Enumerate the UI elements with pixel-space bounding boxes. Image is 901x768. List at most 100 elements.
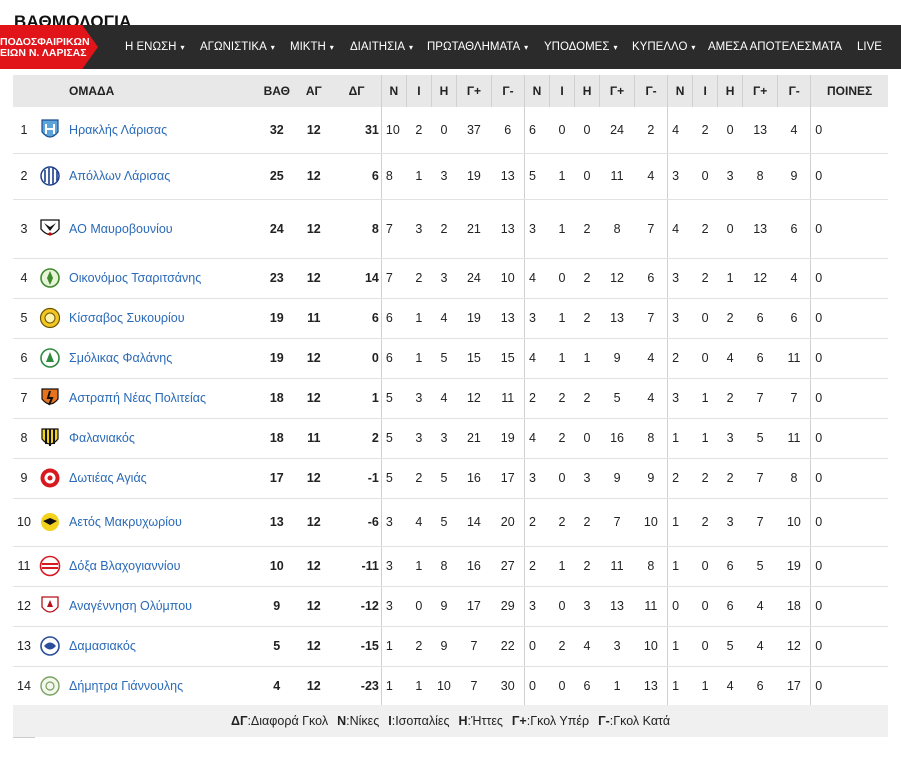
chevron-down-icon: ▾ bbox=[329, 43, 334, 52]
team-link[interactable]: Δωτιέας Αγιάς bbox=[69, 471, 147, 485]
stat-cell-away-losses: 4 bbox=[574, 626, 600, 667]
team-link[interactable]: Δαμασιακός bbox=[69, 639, 136, 653]
table-row[interactable]: 7 Αστραπή Νέας Πολιτείας 18 12 1 5 3 4 12 11 2 2 2 5 4… bbox=[13, 378, 888, 419]
stat-cell-total-goals-against: 6 bbox=[777, 298, 811, 339]
nav-label: ΑΜΕΣΑ ΑΠΟΤΕΛΕΣΜΑΤΑ bbox=[708, 41, 842, 53]
team-link[interactable]: ΑΟ Μαυροβουνίου bbox=[69, 221, 173, 236]
stat-cell-points: 32 bbox=[258, 107, 296, 154]
table-row[interactable]: 1 Ηρακλής Λάρισας 32 12 31 10 2 0 37 6 6 0 0 24 2 4 2 0 13… bbox=[13, 107, 888, 154]
header-total-goals-against[interactable]: Γ- bbox=[777, 75, 811, 107]
nav-item-protathlimata[interactable]: ΠΡΩΤΑΘΛΗΜΑΤΑ ▾ bbox=[427, 25, 528, 69]
nav-item-ypodomes[interactable]: ΥΠΟΔΟΜΕΣ ▾ bbox=[544, 25, 617, 69]
table-row[interactable]: 10 Αετός Μακρυχωρίου 13 12 -6 3 4 5 14 20 2 2 2 7 10 1 2… bbox=[13, 498, 888, 547]
stat-cell-total-goals-for: 7 bbox=[742, 498, 778, 547]
team-link[interactable]: Οικονόμος Τσαριτσάνης bbox=[69, 271, 202, 285]
table-row[interactable]: 11 Δόξα Βλαχογιαννίου 10 12 -11 3 1 8 16 27 2 1 2 11 8… bbox=[13, 546, 888, 587]
nav-item-kypello[interactable]: ΚΥΠΕΛΛΟ ▾ bbox=[632, 25, 695, 69]
stat-cell-home-draws: 1 bbox=[406, 666, 432, 707]
team-link[interactable]: Αναγέννηση Ολύμπου bbox=[69, 599, 192, 613]
stat-cell-goal-diff: -15 bbox=[332, 626, 382, 667]
stat-cell-played: 12 bbox=[295, 258, 333, 299]
stat-cell-away-losses: 0 bbox=[574, 107, 600, 154]
stat-cell-home-wins: 6 bbox=[380, 298, 407, 339]
table-row[interactable]: 3 ΑΟ Μαυροβουνίου 24 12 8 7 3 2 21 13 3 1 2 8 7 4 2 0 13 6 0 bbox=[13, 199, 888, 259]
team-link[interactable]: Δήμητρα Γιάννουλης bbox=[69, 679, 184, 693]
stat-cell-home-draws: 2 bbox=[406, 258, 432, 299]
stat-cell-away-goals-for: 11 bbox=[599, 546, 635, 587]
nav-item-live[interactable]: LIVE bbox=[857, 25, 882, 69]
stat-cell-home-losses: 4 bbox=[431, 298, 457, 339]
stat-cell-home-losses: 5 bbox=[431, 458, 457, 499]
header-away-goals-for[interactable]: Γ+ bbox=[599, 75, 635, 107]
table-row[interactable]: 2 Απόλλων Λάρισας 25 12 6 8 1 3 19 13 5 1 0 11 4 3 0 3 8 9 0 bbox=[13, 153, 888, 200]
team-crest-icon bbox=[35, 666, 66, 707]
stat-cell-home-goals-for: 14 bbox=[456, 498, 492, 547]
stat-cell-penalties: 0 bbox=[810, 258, 888, 299]
stat-cell-away-goals-for: 7 bbox=[599, 498, 635, 547]
nav-item-agonistika[interactable]: ΑΓΩΝΙΣΤΙΚΑ ▾ bbox=[200, 25, 275, 69]
team-link[interactable]: Ηρακλής Λάρισας bbox=[69, 122, 168, 137]
header-away-draws[interactable]: Ι bbox=[548, 75, 575, 107]
header-home-goals-for[interactable]: Γ+ bbox=[455, 75, 492, 107]
header-away-goals-against[interactable]: Γ- bbox=[634, 75, 668, 107]
stat-cell-home-draws: 1 bbox=[406, 153, 432, 200]
stat-cell-points: 9 bbox=[258, 586, 296, 627]
stat-cell-away-draws: 0 bbox=[549, 666, 575, 707]
header-home-draws[interactable]: Ι bbox=[405, 75, 432, 107]
header-total-draws[interactable]: Ι bbox=[692, 75, 718, 107]
federation-logo[interactable]: ΠΟΔΟΣΦΑΙΡΙΚΩΝ ΕΙΩΝ Ν. ΛΑΡΙΣΑΣ bbox=[0, 25, 98, 69]
header-total-goals-for[interactable]: Γ+ bbox=[742, 75, 778, 107]
stat-cell-home-losses: 3 bbox=[431, 418, 457, 459]
stat-cell-penalties: 0 bbox=[810, 546, 888, 587]
table-row[interactable]: 12 Αναγέννηση Ολύμπου 9 12 -12 3 0 9 17 29 3 0 3 13 11… bbox=[13, 586, 888, 627]
stat-cell-home-wins: 5 bbox=[380, 418, 407, 459]
legend-footer: ΔΓ:Διαφορά Γκολ Ν:Νίκες Ι:Ισοπαλίες Η:Ήττες… bbox=[13, 705, 888, 737]
header-points[interactable]: ΒΑΘ bbox=[258, 75, 296, 107]
table-row[interactable]: 4 Οικονόμος Τσαριτσάνης 23 12 14 7 2 3 24 10 4 0 2 12… bbox=[13, 258, 888, 299]
team-link[interactable]: Δόξα Βλαχογιαννίου bbox=[69, 559, 181, 573]
table-row[interactable]: 9 Δωτιέας Αγιάς 17 12 -1 5 2 5 16 17 3 0 3 9 9 2 2 2 7 8 0 bbox=[13, 458, 888, 499]
team-crest-icon bbox=[35, 546, 66, 587]
chevron-down-icon: ▾ bbox=[180, 43, 185, 52]
table-row[interactable]: 13 Δαμασιακός 5 12 -15 1 2 9 7 22 0 2 4 3 10 1 0 5 4 12 0 bbox=[13, 626, 888, 667]
header-away-losses[interactable]: Η bbox=[574, 75, 600, 107]
nav-item-amesa-apotelesmata[interactable]: ΑΜΕΣΑ ΑΠΟΤΕΛΕΣΜΑΤΑ bbox=[708, 25, 842, 69]
stat-cell-home-wins: 1 bbox=[380, 666, 407, 707]
stat-cell-away-draws: 1 bbox=[549, 199, 575, 259]
stat-cell-away-draws: 2 bbox=[549, 378, 575, 419]
legend-text: :Γκολ Υπέρ bbox=[526, 714, 590, 728]
header-total-losses[interactable]: Η bbox=[717, 75, 743, 107]
table-row[interactable]: 5 Κίσσαβος Συκουρίου 19 11 6 6 1 4 19 13 3 1 2 13 7 3 0 2… bbox=[13, 298, 888, 339]
stat-cell-total-goals-for: 13 bbox=[742, 107, 778, 154]
nav-item-mikti[interactable]: ΜΙΚΤΗ ▾ bbox=[290, 25, 334, 69]
header-played[interactable]: ΑΓ bbox=[295, 75, 333, 107]
team-link[interactable]: Σμόλικας Φαλάνης bbox=[69, 351, 173, 365]
header-home-goals-against[interactable]: Γ- bbox=[490, 75, 525, 107]
stat-cell-total-goals-against: 18 bbox=[777, 586, 811, 627]
header-goal-diff[interactable]: ΔΓ bbox=[332, 75, 382, 107]
table-row[interactable]: 14 Δήμητρα Γιάννουλης 4 12 -23 1 1 10 7 30 0 0 6 1 13 1… bbox=[13, 666, 888, 707]
stat-cell-home-losses: 10 bbox=[431, 666, 457, 707]
stat-cell-played: 11 bbox=[295, 298, 333, 339]
team-link[interactable]: Αετός Μακρυχωρίου bbox=[69, 515, 182, 529]
header-total-wins[interactable]: Ν bbox=[667, 75, 693, 107]
table-row[interactable]: 6 Σμόλικας Φαλάνης 19 12 0 6 1 5 15 15 4 1 1 9 4 2 0 4 6 11… bbox=[13, 338, 888, 379]
team-link[interactable]: Κίσσαβος Συκουρίου bbox=[69, 311, 185, 325]
table-row[interactable]: 8 Φαλανιακός 18 11 2 5 3 3 21 19 4 2 0 16 8 1 1 3 5 11 0 bbox=[13, 418, 888, 459]
stat-cell-total-draws: 2 bbox=[692, 498, 718, 547]
header-home-losses[interactable]: Η bbox=[430, 75, 457, 107]
header-team[interactable]: ΟΜΑΔΑ bbox=[65, 75, 259, 107]
header-away-wins[interactable]: Ν bbox=[523, 75, 550, 107]
header-penalties[interactable]: ΠΟΙΝΕΣ bbox=[810, 75, 888, 107]
team-link[interactable]: Αστραπή Νέας Πολιτείας bbox=[69, 391, 207, 405]
stat-cell-total-losses: 1 bbox=[717, 258, 743, 299]
nav-item-diaitisia[interactable]: ΔΙΑΙΤΗΣΙΑ ▾ bbox=[350, 25, 413, 69]
team-link[interactable]: Φαλανιακός bbox=[69, 431, 135, 445]
stat-cell-total-goals-for: 5 bbox=[742, 418, 778, 459]
team-link[interactable]: Απόλλων Λάρισας bbox=[69, 169, 171, 183]
nav-item-enosi[interactable]: Η ΕΝΩΣΗ ▾ bbox=[125, 25, 185, 69]
divider bbox=[13, 737, 35, 738]
stat-cell-total-wins: 3 bbox=[667, 258, 693, 299]
header-home-wins[interactable]: Ν bbox=[380, 75, 407, 107]
stat-cell-total-losses: 4 bbox=[717, 666, 743, 707]
